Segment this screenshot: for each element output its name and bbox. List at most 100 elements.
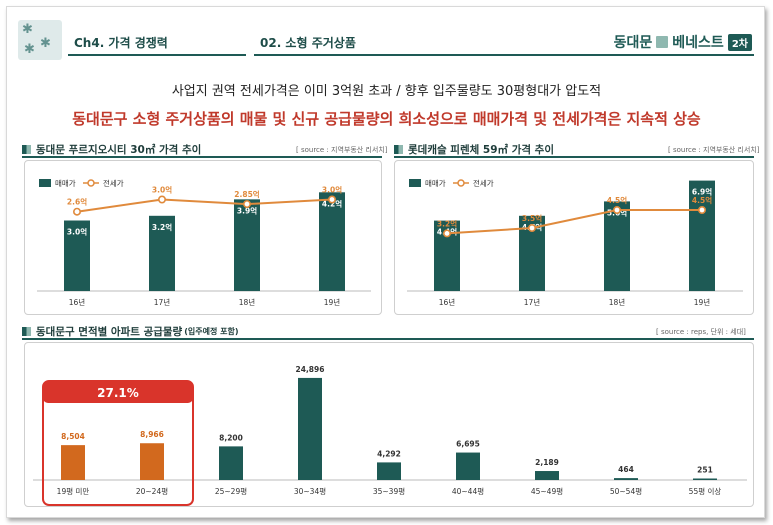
line-point (613, 205, 622, 214)
section-icon (22, 327, 31, 336)
legend-marker (457, 179, 465, 187)
chart3-title: 동대문구 면적별 아파트 공급물량 (입주예정 포함) (22, 324, 238, 339)
section-title: 02. 소형 주거상품 (260, 35, 356, 50)
chart2-panel: 매매가전세가4.4억16년4.7억17년5.6억18년6.9억19년3.2억3.… (394, 160, 754, 315)
highlight-label: 27.1% (97, 386, 139, 400)
x-tick-label: 55평 이상 (689, 486, 722, 496)
chapter-title: Ch4. 가격 경쟁력 (74, 35, 168, 50)
logo-mark: ✱ ✱ ✱ (18, 20, 62, 60)
line-value-label: 3.0억 (322, 185, 342, 195)
bar-value-label: 3.2억 (152, 222, 172, 232)
chart1-svg: 매매가 전세가3.0억16년3.2억17년3.9억18년4.2억19년2.6억3.… (37, 178, 371, 307)
bar (298, 377, 322, 480)
bar (456, 452, 480, 480)
x-tick-label: 19년 (324, 297, 341, 307)
brand-logo: 동대문 베네스트 2차 (614, 32, 754, 52)
bar-value-label: 6,695 (456, 440, 480, 449)
x-tick-label: 16년 (69, 297, 86, 307)
bar (319, 192, 345, 291)
x-tick-label: 19년 (694, 297, 711, 307)
bar-value-label: 464 (618, 465, 634, 474)
x-tick-label: 45~49평 (531, 486, 563, 496)
x-tick-label: 30~34평 (294, 486, 326, 496)
line-series (446, 209, 702, 235)
brand-icon (656, 36, 669, 48)
chart3-source: [ source : reps, 단위 : 세대] (656, 328, 746, 336)
bar-value-label: 2,189 (535, 458, 559, 467)
legend-label-bar: 매매가 (425, 179, 446, 188)
line-point (327, 195, 336, 204)
legend-label-line: 전세가 (473, 178, 494, 188)
bar (61, 445, 85, 480)
bar (64, 220, 90, 291)
line-value-label: 3.0억 (152, 185, 172, 195)
bar (140, 443, 164, 480)
bar (219, 446, 243, 480)
brand-name: 동대문 (613, 35, 653, 51)
line-value-label: 4.5억 (692, 195, 712, 205)
legend-label-line: 전세가 (103, 178, 124, 188)
bar (234, 199, 260, 291)
legend-swatch-bar (39, 179, 51, 187)
chart2-svg: 매매가전세가4.4억16년4.7억17년5.6억18년6.9억19년3.2억3.… (407, 178, 743, 307)
bar (535, 471, 559, 480)
x-tick-label: 18년 (609, 297, 626, 307)
x-tick-label: 17년 (154, 297, 171, 307)
x-tick-label: 17년 (524, 297, 541, 307)
bar-value-label: 6.9억 (692, 187, 712, 197)
bar-value-label: 4,292 (377, 449, 401, 458)
brand-suffix: 베네스트 (672, 35, 724, 51)
chart3-divider (22, 338, 754, 340)
x-tick-label: 35~39평 (373, 486, 405, 496)
bar-value-label: 251 (697, 466, 713, 475)
bar-value-label: 3.0억 (67, 227, 87, 237)
headline: 동대문구 소형 주거상품의 매물 및 신규 공급물량의 희소성으로 매매가격 및… (72, 110, 701, 128)
chart3-svg: 27.1% 8,504 19평 미만 8,966 20~24평 8,200 25~29평 24… (33, 365, 747, 506)
x-tick-label: 16년 (439, 297, 456, 307)
section-icon (22, 145, 31, 154)
x-tick-label: 50~54평 (610, 486, 642, 496)
x-tick-label: 19평 미만 (57, 486, 90, 496)
bar-value-label: 8,966 (140, 430, 164, 439)
bar (604, 201, 630, 291)
legend-label-bar: 매매가 (55, 179, 76, 188)
brand-badge: 2차 (727, 33, 752, 51)
chart1-divider (22, 156, 382, 158)
line-point (442, 229, 451, 238)
chart2-source: [ source : 지역부동산 리서치] (668, 146, 760, 154)
highlight-header (43, 381, 193, 403)
section-icon (394, 145, 403, 154)
line-point (528, 223, 537, 232)
subtitle: 사업지 권역 전세가격은 이미 3억원 초과 / 향후 입주물량도 30평형대가… (171, 84, 602, 99)
line-value-label: 4.5억 (607, 195, 627, 205)
bar (377, 462, 401, 480)
chart1-panel: 매매가 전세가 3.0억 16년 3.2억 17년 3.9억 18년 4.2억 19년 2.6억 3.… (24, 160, 382, 315)
line-point (697, 205, 706, 214)
legend-swatch-bar (409, 179, 421, 187)
x-tick-label: 25~29평 (215, 486, 247, 496)
line-series (76, 198, 333, 213)
chart2-title: 롯데캐슬 피렌체 59㎡ 가격 추이 (394, 142, 554, 157)
bar-value-label: 3.9억 (237, 205, 257, 215)
line-point (243, 200, 252, 209)
section-header: 02. 소형 주거상품 동대문 베네스트 2차 (254, 30, 754, 56)
chart1-source: [ source : 지역부동산 리서치] (296, 146, 388, 154)
bar (693, 478, 717, 480)
x-tick-label: 40~44평 (452, 486, 484, 496)
bar (614, 478, 638, 480)
line-value-label: 2.85억 (234, 189, 260, 199)
chart3-panel: 27.1% 8,504 19평 미만 8,966 20~24평 8,200 25~29평 24… (24, 342, 754, 507)
line-value-label: 2.6억 (67, 197, 87, 207)
legend-marker (87, 179, 95, 187)
bar (689, 180, 715, 291)
x-tick-label: 18년 (239, 297, 256, 307)
bar-value-label: 24,896 (296, 365, 325, 374)
line-point (72, 207, 81, 216)
chart1-title: 동대문 푸르지오시티 30㎡ 가격 추이 (22, 142, 201, 157)
chapter-header: Ch4. 가격 경쟁력 (68, 30, 246, 56)
bar-value-label: 8,504 (61, 432, 85, 441)
line-value-label: 3.5억 (522, 213, 542, 223)
chart2-divider (394, 156, 754, 158)
line-value-label: 3.2억 (437, 218, 457, 228)
bar (149, 215, 175, 291)
